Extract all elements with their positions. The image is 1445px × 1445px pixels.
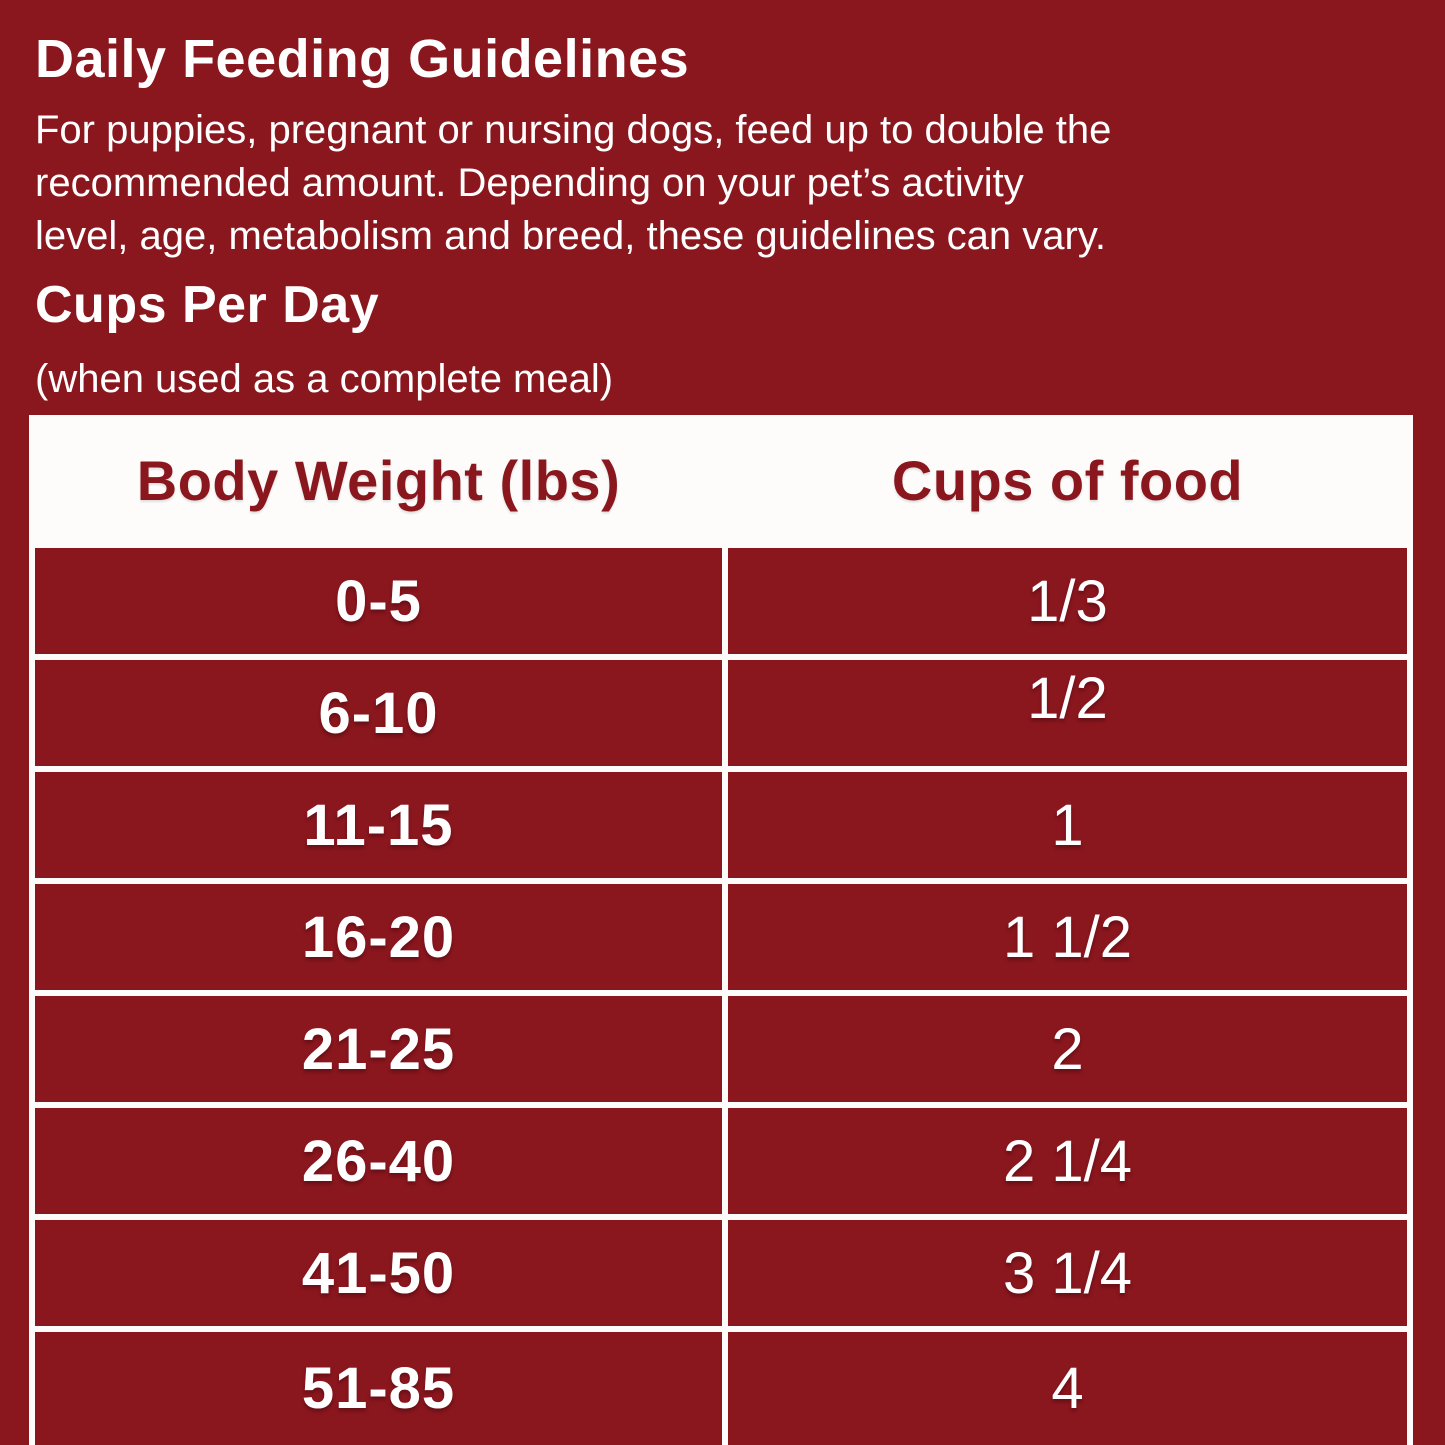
- description: For puppies, pregnant or nursing dogs, f…: [35, 104, 1111, 263]
- feeding-table: Body Weight (lbs) Cups of food 0-5 1/3 6-1…: [29, 415, 1413, 1445]
- body-weight-cell: 0-5: [35, 548, 722, 654]
- cups-of-food-cell: 4: [728, 1332, 1407, 1445]
- description-line: For puppies, pregnant or nursing dogs, f…: [35, 108, 1112, 152]
- table-row: 11-15 1: [35, 772, 1407, 878]
- cups-of-food-value: 1/2: [1027, 665, 1108, 731]
- cups-of-food-cell: 2: [728, 996, 1407, 1102]
- cups-of-food-value: 1 1/2: [1003, 904, 1132, 970]
- body-weight-value: 6-10: [318, 680, 439, 746]
- body-weight-value: 51-85: [301, 1356, 456, 1421]
- page-title: Daily Feeding Guidelines: [35, 29, 690, 89]
- body-weight-value: 11-15: [303, 792, 454, 858]
- cups-of-food-value: 4: [1051, 1356, 1084, 1421]
- body-weight-cell: 26-40: [35, 1108, 722, 1214]
- cups-of-food-value: 1: [1051, 792, 1084, 858]
- body-weight-cell: 11-15: [35, 772, 722, 878]
- cups-of-food-cell: 1 1/2: [728, 884, 1407, 990]
- body-weight-value: 41-50: [301, 1240, 456, 1306]
- table-row: 21-25 2: [35, 996, 1407, 1102]
- body-weight-cell: 21-25: [35, 996, 722, 1102]
- table-row: 41-50 3 1/4: [35, 1220, 1407, 1326]
- column-header-cups-of-food: Cups of food: [891, 449, 1244, 512]
- cups-of-food-value: 3 1/4: [1003, 1240, 1132, 1306]
- section-note: (when used as a complete meal): [35, 357, 614, 401]
- cups-of-food-value: 1/3: [1027, 568, 1108, 634]
- column-header-body-weight: Body Weight (lbs): [136, 449, 621, 512]
- body-weight-value: 26-40: [301, 1128, 456, 1194]
- cups-of-food-cell: 1: [728, 772, 1407, 878]
- cups-of-food-value: 2 1/4: [1003, 1128, 1132, 1194]
- body-weight-value: 21-25: [301, 1016, 456, 1082]
- description-line: recommended amount. Depending on your pe…: [35, 161, 1024, 205]
- cups-of-food-value: 2: [1051, 1016, 1084, 1082]
- table-header-row: Body Weight (lbs) Cups of food: [29, 415, 1413, 546]
- body-weight-cell: 51-85: [35, 1332, 722, 1445]
- cups-of-food-cell: 1/3: [728, 548, 1407, 654]
- section-title: Cups Per Day: [35, 276, 380, 334]
- description-line: level, age, metabolism and breed, these …: [35, 214, 1106, 258]
- cups-of-food-cell: 2 1/4: [728, 1108, 1407, 1214]
- table-row: 26-40 2 1/4: [35, 1108, 1407, 1214]
- cups-of-food-cell: 3 1/4: [728, 1220, 1407, 1326]
- table-row: 16-20 1 1/2: [35, 884, 1407, 990]
- table-body: 0-5 1/3 6-10 1/2 11-15 1 16-20 1 1/2 21-25 2 26-40…: [29, 546, 1413, 1445]
- table-row: 51-85 4: [35, 1332, 1407, 1445]
- body-weight-cell: 6-10: [35, 660, 722, 766]
- table-row: 0-5 1/3: [35, 548, 1407, 654]
- body-weight-value: 16-20: [301, 904, 456, 970]
- cups-of-food-cell: 1/2: [728, 660, 1407, 766]
- body-weight-value: 0-5: [335, 568, 422, 634]
- body-weight-cell: 41-50: [35, 1220, 722, 1326]
- body-weight-cell: 16-20: [35, 884, 722, 990]
- table-row: 6-10 1/2: [35, 660, 1407, 766]
